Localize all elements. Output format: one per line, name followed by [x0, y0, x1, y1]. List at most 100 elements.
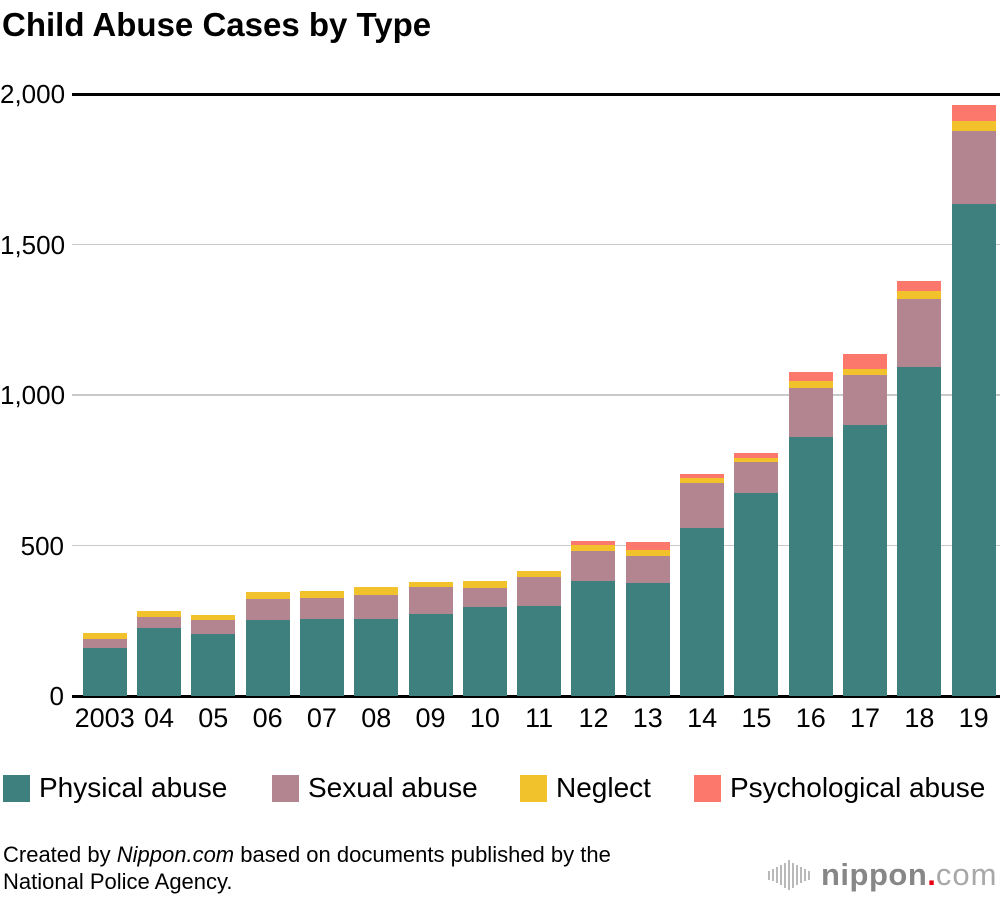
legend-swatch-icon: [520, 774, 547, 802]
bar-12-physical-abuse: [571, 581, 616, 696]
bar-04-sexual-abuse: [137, 616, 181, 628]
x-axis-label-19: 19: [958, 703, 989, 733]
bar-10-neglect: [462, 581, 507, 589]
y-axis-label-2000: 2,000: [0, 79, 66, 109]
bar-14-physical-abuse: [680, 527, 725, 696]
logo-wordmark: nippon: [821, 857, 928, 892]
x-axis-label-04: 04: [143, 703, 175, 733]
bar-16-physical-abuse: [788, 437, 833, 696]
bar-09-physical-abuse: [408, 613, 453, 696]
x-axis-label-13: 13: [632, 703, 663, 733]
bar-12-sexual-abuse: [571, 550, 616, 582]
bar-17-psychological-abuse: [843, 354, 888, 370]
gridline-1000: [72, 394, 1000, 396]
bar-2003-neglect: [82, 633, 127, 640]
y-axis-label-500: 500: [20, 530, 64, 561]
x-axis-label-11: 11: [525, 703, 554, 733]
bar-19-psychological-abuse: [951, 105, 996, 121]
credit-line2: National Police Agency.: [3, 869, 233, 894]
gridline-500: [72, 544, 1000, 546]
bar-15-psychological-abuse: [734, 452, 779, 458]
bar-14-sexual-abuse: [680, 482, 725, 528]
bar-08-sexual-abuse: [354, 595, 399, 619]
chart-area: 0 500 1,000 1,500 2,000 2003 04 05 06 07 08 09 10 11 1…: [0, 79, 1000, 733]
soundwave-icon: [768, 858, 812, 892]
legend-item-physical-abuse: Physical abuse: [3, 772, 227, 804]
logo-dot: .: [927, 857, 936, 892]
y-axis-label-1500: 1,500: [0, 229, 66, 260]
bar-13-sexual-abuse: [625, 556, 670, 584]
legend-label: Sexual abuse: [308, 772, 478, 803]
bar-06-physical-abuse: [245, 620, 290, 696]
x-axis-label-16: 16: [795, 703, 826, 733]
bar-15-neglect: [734, 457, 779, 462]
bar-2003-sexual-abuse: [82, 639, 127, 649]
bar-07-neglect: [299, 590, 344, 599]
legend: Physical abuse Sexual abuse Neglect Psychol…: [0, 772, 1000, 806]
bar-16-sexual-abuse: [788, 387, 833, 438]
bar-11-neglect: [517, 570, 562, 578]
x-axis-label-08: 08: [361, 703, 392, 733]
bar-11-physical-abuse: [517, 605, 562, 696]
bar-08-physical-abuse: [354, 618, 399, 696]
gridline-1500: [72, 243, 1000, 245]
bar-19-physical-abuse: [951, 203, 996, 696]
bar-15-sexual-abuse: [734, 461, 779, 493]
credit-prefix: Created by: [3, 842, 117, 867]
x-axis-label-18: 18: [904, 703, 935, 733]
credit-text: Created by Nippon.com based on documents…: [3, 841, 713, 895]
x-axis-label-05: 05: [198, 703, 229, 733]
bar-07-sexual-abuse: [299, 598, 344, 619]
y-axis-label-0: 0: [49, 681, 64, 711]
bar-13-psychological-abuse: [625, 541, 670, 551]
bar-13-physical-abuse: [625, 583, 670, 696]
x-axis-label-17: 17: [850, 703, 881, 733]
bar-14-neglect: [680, 478, 725, 483]
legend-item-sexual-abuse: Sexual abuse: [272, 772, 478, 804]
x-axis-label-15: 15: [741, 703, 772, 733]
bar-16-neglect: [788, 381, 833, 388]
legend-label: Neglect: [556, 772, 651, 803]
gridline-2000: [72, 93, 1000, 96]
x-axis-label-09: 09: [415, 703, 446, 733]
legend-label: Psychological abuse: [730, 772, 986, 803]
bar-2003-physical-abuse: [82, 648, 127, 696]
bar-05-neglect: [191, 615, 236, 621]
bar-05-sexual-abuse: [191, 620, 236, 635]
bar-09-sexual-abuse: [408, 586, 453, 614]
bar-09-neglect: [408, 581, 453, 587]
bar-14-psychological-abuse: [680, 474, 725, 479]
x-axis-label-12: 12: [578, 703, 609, 733]
bar-05-physical-abuse: [191, 634, 236, 696]
credit-source: Nippon.com: [116, 842, 235, 867]
legend-swatch-icon: [3, 774, 30, 802]
logo-tld: com: [935, 857, 998, 892]
bar-06-sexual-abuse: [245, 599, 290, 621]
bar-04-physical-abuse: [137, 627, 181, 696]
bar-16-psychological-abuse: [788, 371, 833, 382]
bar-12-psychological-abuse: [571, 540, 616, 545]
legend-item-psychological-abuse: Psychological abuse: [694, 772, 985, 804]
legend-label: Physical abuse: [39, 772, 228, 803]
bar-17-physical-abuse: [843, 425, 888, 696]
bar-04-neglect: [137, 610, 181, 617]
legend-item-neglect: Neglect: [520, 772, 651, 804]
x-axis-label-14: 14: [687, 703, 718, 733]
bar-10-physical-abuse: [462, 606, 507, 696]
bar-18-sexual-abuse: [897, 299, 942, 367]
bar-17-sexual-abuse: [843, 374, 888, 426]
bar-18-physical-abuse: [897, 366, 942, 696]
plot-area: [72, 93, 1000, 698]
legend-swatch-icon: [694, 774, 721, 802]
legend-swatch-icon: [272, 774, 299, 802]
bar-11-sexual-abuse: [517, 577, 562, 606]
bar-15-physical-abuse: [734, 492, 779, 696]
bar-19-sexual-abuse: [951, 130, 996, 204]
y-axis-label-1000: 1,000: [0, 380, 66, 410]
bar-08-neglect: [354, 587, 399, 596]
x-axis-label-2003: 2003: [74, 703, 135, 733]
bar-12-neglect: [571, 544, 616, 551]
credit-middle: based on documents published by the: [234, 842, 611, 867]
x-axis-label-10: 10: [469, 703, 500, 733]
